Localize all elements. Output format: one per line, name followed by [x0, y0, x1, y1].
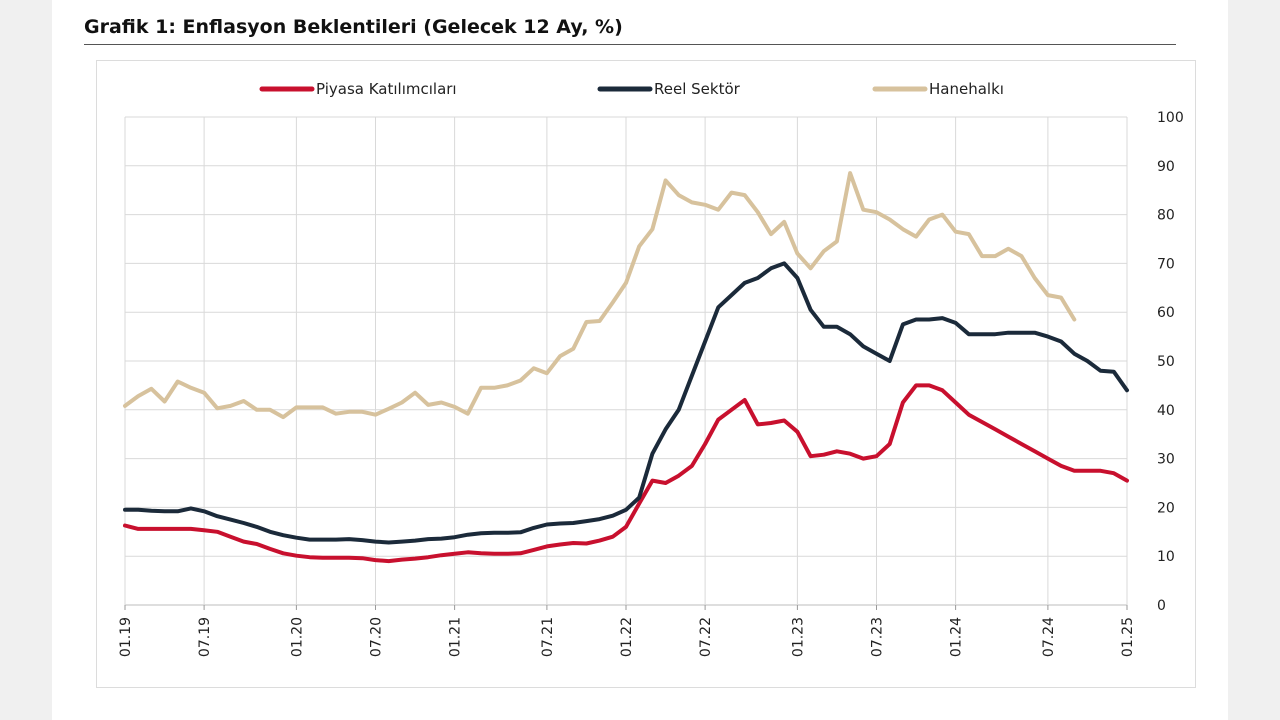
x-tick-label: 01.20 [289, 617, 305, 657]
x-tick-label: 01.22 [619, 617, 635, 657]
y-tick-label: 40 [1157, 403, 1175, 419]
legend-label-1: Reel Sektör [654, 80, 741, 98]
x-tick-label: 01.21 [448, 617, 464, 657]
x-tick-label: 01.25 [1120, 617, 1136, 657]
x-tick-label: 07.24 [1041, 617, 1057, 657]
x-tick-label: 07.23 [870, 617, 886, 657]
y-tick-label: 10 [1157, 549, 1175, 565]
y-tick-label: 20 [1157, 500, 1175, 516]
y-tick-label: 100 [1157, 110, 1184, 126]
legend-label-0: Piyasa Katılımcıları [316, 80, 457, 98]
chart-page: Grafik 1: Enflasyon Beklentileri (Gelece… [52, 0, 1228, 720]
chart-svg: 0 10 20 30 40 50 60 70 80 90 100 01.19 07.19 01.20 07.… [118, 80, 1184, 657]
chart-title: Grafik 1: Enflasyon Beklentileri (Gelece… [84, 16, 623, 38]
y-tick-label: 80 [1157, 208, 1175, 224]
series-line-2 [123, 171, 1077, 420]
series-line-1 [123, 261, 1129, 545]
chart-frame [96, 60, 1196, 688]
x-tick-label: 07.21 [540, 617, 556, 657]
y-tick-label: 0 [1157, 598, 1166, 614]
title-rule [84, 44, 1176, 45]
x-tick-label: 01.24 [949, 617, 965, 657]
series-line-0 [123, 383, 1129, 564]
x-tick-label: 01.19 [118, 617, 134, 657]
y-tick-label: 60 [1157, 305, 1175, 321]
x-tick-label: 01.23 [790, 617, 806, 657]
x-tick-label: 07.20 [369, 617, 385, 657]
y-tick-label: 50 [1157, 354, 1175, 370]
x-tick-label: 07.19 [197, 617, 213, 657]
x-tick-label: 07.22 [698, 617, 714, 657]
y-tick-label: 90 [1157, 159, 1175, 175]
y-tick-label: 30 [1157, 452, 1175, 468]
y-tick-label: 70 [1157, 256, 1175, 272]
legend-label-2: Hanehalkı [929, 80, 1004, 98]
